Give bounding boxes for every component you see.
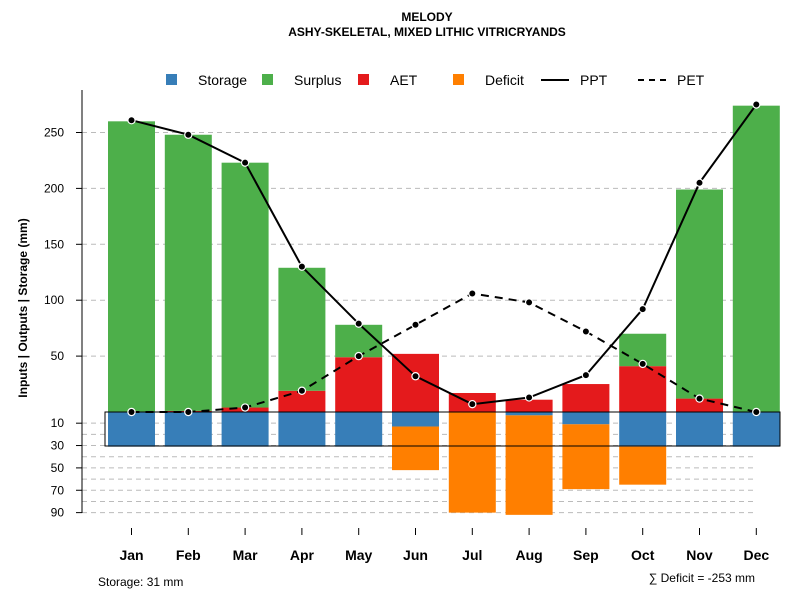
- ppt-legend-label: PPT: [580, 72, 608, 88]
- aet-bar: [278, 390, 326, 412]
- storage-bar: [335, 412, 383, 447]
- surplus-bar: [221, 162, 269, 408]
- bars: [108, 105, 780, 515]
- ppt-point: [695, 178, 704, 188]
- y-tick-label: 150: [44, 237, 64, 251]
- deficit-bar: [619, 446, 667, 485]
- x-tick-label: Jan: [119, 547, 143, 563]
- deficit-bar: [505, 415, 553, 515]
- deficit-legend-label: Deficit: [485, 72, 524, 88]
- ppt-point: [127, 116, 136, 125]
- x-tick-label: Aug: [515, 547, 542, 563]
- chart-title: MELODY: [401, 10, 452, 24]
- plot-frame: [104, 411, 781, 447]
- aet-bar: [335, 357, 383, 412]
- pet-point: [240, 403, 250, 412]
- storage-capacity-frame: [104, 411, 781, 447]
- chart-subtitle: ASHY-SKELETAL, MIXED LITHIC VITRICRYANDS: [288, 25, 566, 39]
- storage-bar: [164, 412, 212, 447]
- y-tick-label: 50: [51, 349, 65, 363]
- x-tick-label: Dec: [743, 547, 769, 563]
- surplus-bar: [732, 105, 780, 412]
- x-tick-label: May: [345, 547, 372, 563]
- aet-bar: [562, 384, 610, 412]
- ppt-point: [468, 399, 477, 409]
- x-tick-label: Sep: [573, 547, 599, 563]
- lines: [127, 100, 761, 417]
- storage-bar: [562, 412, 610, 425]
- aet-legend-marker: [358, 74, 369, 85]
- pet-point: [752, 407, 761, 417]
- ppt-point: [411, 372, 420, 381]
- storage-legend-marker: [166, 74, 177, 85]
- ppt-point: [184, 130, 193, 139]
- pet-point: [524, 298, 534, 307]
- storage-bar: [732, 412, 780, 447]
- ppt-point: [240, 158, 250, 167]
- storage-bar: [619, 412, 667, 447]
- surplus-bar: [278, 267, 326, 391]
- ppt-line: [131, 103, 758, 406]
- y-tick-label: 250: [44, 126, 64, 140]
- x-tick-label: Apr: [290, 547, 315, 563]
- y-tick-label: 200: [44, 181, 64, 195]
- deficit-legend-marker: [453, 74, 464, 85]
- storage-bar: [676, 412, 723, 447]
- x-tick-label: Jun: [403, 547, 428, 563]
- deficit-bar: [392, 426, 439, 471]
- surplus-bar: [164, 134, 212, 411]
- ppt-point: [581, 370, 591, 380]
- y-tick-label: 50: [51, 461, 65, 475]
- surplus-bar: [108, 121, 155, 412]
- surplus-bar: [676, 189, 723, 399]
- deficit-footnote: ∑ Deficit = -253 mm: [649, 571, 755, 585]
- ppt-point: [524, 393, 534, 402]
- aet-bar: [392, 353, 439, 412]
- x-tick-label: Oct: [631, 547, 655, 563]
- pet-line: [131, 292, 757, 413]
- pet-point: [297, 386, 307, 395]
- x-tick-label: Mar: [233, 547, 258, 563]
- pet-point: [184, 407, 193, 417]
- x-tick-label: Nov: [686, 547, 713, 563]
- pet-point: [127, 407, 136, 417]
- storage-legend-label: Storage: [198, 72, 247, 88]
- pet-legend-label: PET: [677, 72, 705, 88]
- surplus-legend-marker: [262, 74, 273, 85]
- storage-footnote: Storage: 31 mm: [98, 575, 183, 589]
- x-tick-label: Jul: [462, 547, 482, 563]
- ppt-point: [297, 262, 307, 271]
- legend: Storage Surplus AET Deficit PPT PET: [166, 72, 705, 88]
- storage-bar: [392, 412, 439, 427]
- aet-bar: [505, 399, 553, 412]
- surplus-bar: [335, 324, 383, 358]
- y-tick-label: 70: [51, 483, 65, 497]
- aet-legend-label: AET: [390, 72, 418, 88]
- deficit-bar: [562, 424, 610, 490]
- pet-point: [411, 320, 420, 329]
- pet-point: [695, 394, 704, 403]
- y-tick-label: 30: [51, 439, 65, 453]
- ppt-point: [752, 100, 761, 109]
- storage-bar: [505, 412, 553, 416]
- deficit-bar: [448, 412, 496, 513]
- ppt-point: [354, 319, 363, 328]
- y-axis-label: Inputs | Outputs | Storage (mm): [16, 218, 30, 397]
- pet-point: [354, 351, 363, 361]
- storage-bar: [278, 412, 326, 447]
- surplus-legend-label: Surplus: [294, 72, 341, 88]
- ppt-point: [638, 304, 647, 314]
- y-tick-label: 90: [51, 506, 65, 520]
- axes: 250 200 150 100 50 10 30 50 70 90 Jan Feb Mar Apr May J…: [44, 90, 769, 563]
- storage-bar: [221, 412, 269, 447]
- y-tick-label: 10: [51, 416, 65, 430]
- x-tick-label: Feb: [176, 547, 201, 563]
- pet-point: [468, 289, 477, 298]
- y-tick-label: 100: [44, 293, 64, 307]
- storage-bar: [108, 412, 155, 447]
- pet-point: [581, 327, 591, 336]
- pet-point: [638, 359, 647, 369]
